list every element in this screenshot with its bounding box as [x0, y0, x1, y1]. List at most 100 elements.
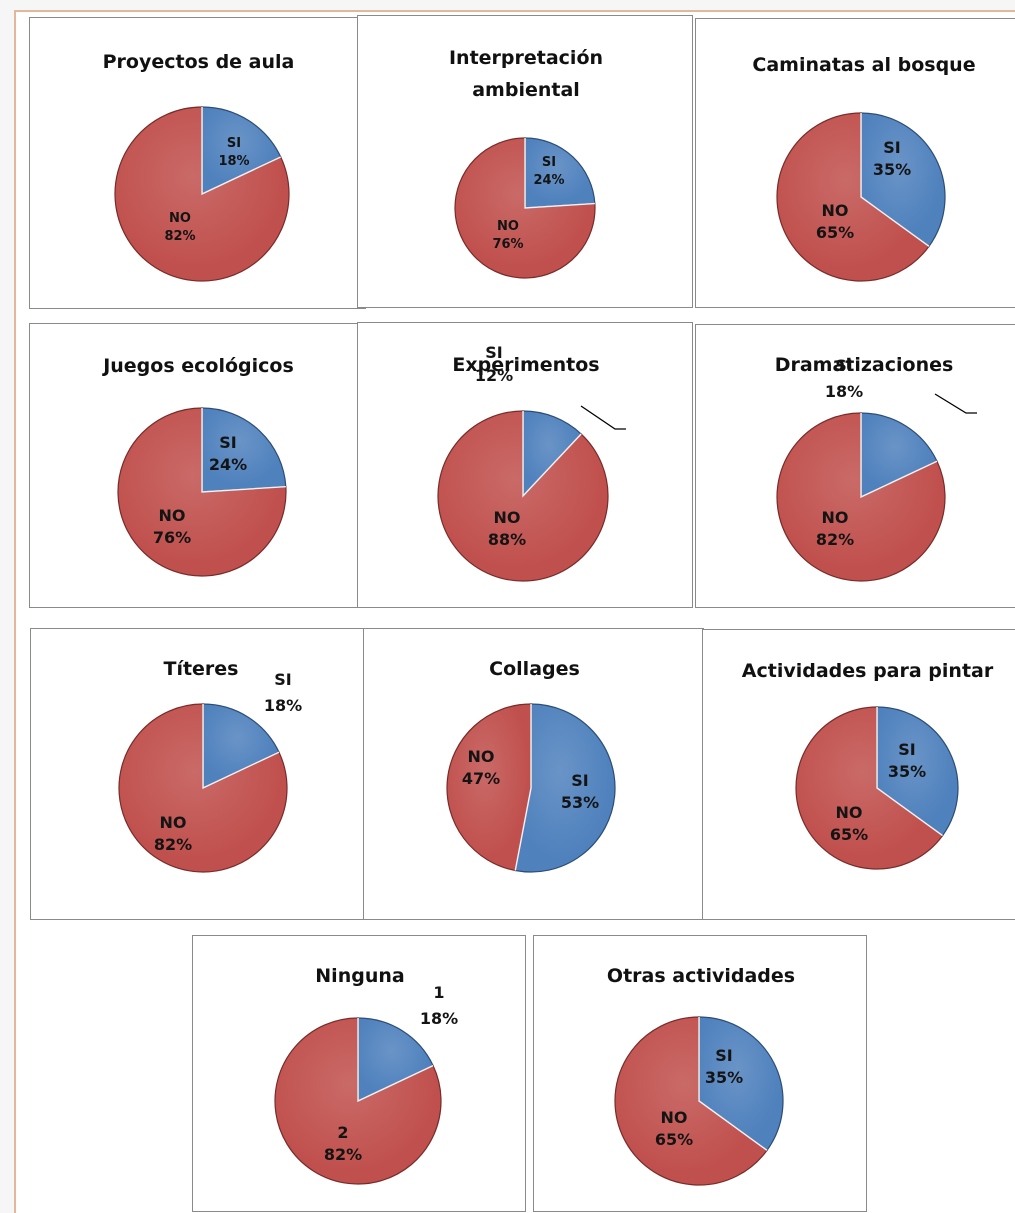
slice-label-value: 18%: [825, 382, 863, 401]
slice-label-name: SI: [485, 343, 502, 362]
chart-title: ambiental: [472, 79, 580, 101]
slice-label-name: SI: [274, 670, 291, 689]
pie-chart-panel: Dramatizaciones SI 18% NO 82%: [695, 324, 1015, 608]
chart-title: Actividades para pintar: [742, 660, 994, 682]
slice-label-value: 24%: [533, 173, 564, 188]
pie-chart: Collages SI 53% NO 47%: [446, 658, 616, 873]
slice-label-value: 82%: [154, 835, 192, 854]
slice-label-name: NO: [822, 201, 849, 220]
pie-chart: Actividades para pintar SI 35% NO 65%: [742, 660, 994, 870]
slice-separator: [202, 704, 280, 790]
slice-label-value: 65%: [655, 1130, 693, 1149]
slice-separator: [876, 707, 943, 837]
slice-label-value: 76%: [153, 528, 191, 547]
slice-label-name: NO: [497, 219, 519, 234]
pie-slice-si: [357, 1017, 434, 1102]
slice-label-name: 2: [337, 1123, 348, 1142]
pie-chart: Juegos ecológicos SI 24% NO 76%: [101, 355, 294, 577]
slice-label-value: 12%: [475, 366, 513, 385]
pie-chart: Caminatas al bosque SI 35% NO 65%: [752, 54, 976, 282]
pie-chart: Ninguna 1 18% 2 82%: [274, 965, 458, 1185]
slice-label-name: NO: [159, 506, 186, 525]
pie-slice-si: [524, 137, 596, 209]
slice-label-name: NO: [160, 813, 187, 832]
chart-title: Juegos ecológicos: [101, 355, 294, 377]
pie-chart-panel: Otras actividades SI 35% NO 65%: [533, 935, 867, 1212]
slice-label-value: 82%: [164, 229, 195, 244]
slice-label-value: 88%: [488, 530, 526, 549]
chart-title: Ninguna: [315, 965, 404, 987]
pie-chart-panel: Collages SI 53% NO 47%: [363, 628, 704, 920]
slice-separator: [860, 413, 938, 499]
slice-label-name: SI: [835, 356, 852, 375]
pie-slice-si: [876, 706, 959, 837]
chart-sheet: Proyectos de aula SI 18% NO 82% Interpretació…: [14, 10, 1015, 1213]
slice-label-value: 35%: [873, 160, 911, 179]
pie-chart-panel: Juegos ecológicos SI 24% NO 76%: [29, 323, 366, 608]
slice-label-value: 65%: [816, 223, 854, 242]
pie-chart-panel: Caminatas al bosque SI 35% NO 65%: [695, 18, 1015, 308]
slice-label-value: 18%: [264, 696, 302, 715]
pie-slice-no: [274, 1017, 442, 1185]
pie-slice-si: [522, 410, 583, 498]
slice-separator: [201, 408, 286, 493]
pie-slice-si: [860, 112, 946, 248]
slice-label-name: SI: [227, 136, 241, 151]
pie-slice-no: [795, 706, 944, 870]
slice-separator: [522, 411, 582, 498]
slice-label-value: 65%: [830, 825, 868, 844]
pie-slice-no: [446, 703, 532, 872]
leader-line: [934, 393, 977, 414]
slice-separator: [514, 704, 532, 871]
slice-label-name: 1: [433, 983, 444, 1002]
leader-line: [580, 405, 626, 430]
slice-label-name: SI: [542, 155, 556, 170]
pie-slice-si: [202, 703, 280, 789]
slice-label-value: 82%: [816, 530, 854, 549]
chart-title: Collages: [489, 658, 580, 680]
chart-title: Títeres: [163, 658, 238, 680]
slice-label-name: SI: [898, 740, 915, 759]
pie-slice-si: [514, 703, 616, 873]
slice-label-value: 35%: [705, 1068, 743, 1087]
pie-slice-si: [860, 412, 938, 498]
slice-label-name: SI: [571, 771, 588, 790]
slice-label-value: 53%: [561, 793, 599, 812]
slice-label-name: SI: [219, 433, 236, 452]
slice-separator: [860, 113, 930, 247]
pie-chart: Interpretación ambiental SI 24% NO 76%: [449, 47, 603, 279]
pie-chart-panel: Actividades para pintar SI 35% NO 65%: [702, 629, 1015, 920]
slice-label-name: NO: [661, 1108, 688, 1127]
chart-title: Experimentos: [452, 354, 599, 376]
slice-label-name: SI: [715, 1046, 732, 1065]
pie-chart-panel: Proyectos de aula SI 18% NO 82%: [29, 17, 366, 309]
chart-title: Otras actividades: [607, 965, 795, 987]
slice-label-value: 24%: [209, 455, 247, 474]
slice-separator: [698, 1017, 768, 1151]
pie-slice-si: [698, 1016, 784, 1152]
pie-chart: Otras actividades SI 35% NO 65%: [607, 965, 795, 1186]
slice-separator: [201, 107, 282, 196]
slice-label-value: 18%: [420, 1009, 458, 1028]
slice-label-name: NO: [836, 803, 863, 822]
slice-label-value: 82%: [324, 1145, 362, 1164]
slice-label-name: NO: [169, 211, 191, 226]
pie-chart-panel: Experimentos SI 12% NO 88%: [357, 322, 693, 608]
pie-chart-panel: Interpretación ambiental SI 24% NO 76%: [357, 15, 693, 308]
slice-label-name: NO: [494, 508, 521, 527]
pie-slice-no: [776, 112, 930, 282]
slice-label-value: 47%: [462, 769, 500, 788]
pie-chart: Títeres SI 18% NO 82%: [118, 658, 302, 873]
chart-title: Caminatas al bosque: [752, 54, 975, 76]
chart-title: Interpretación: [449, 47, 603, 69]
pie-slice-no: [117, 407, 287, 577]
slice-label-value: 18%: [218, 154, 249, 169]
slice-label-name: SI: [883, 138, 900, 157]
pie-slice-si: [201, 407, 287, 493]
pie-slice-si: [201, 106, 282, 195]
pie-chart: Proyectos de aula SI 18% NO 82%: [103, 51, 294, 282]
pie-chart-panel: Ninguna 1 18% 2 82%: [192, 935, 526, 1212]
pie-chart-panel: Títeres SI 18% NO 82%: [30, 628, 370, 920]
slice-label-name: NO: [822, 508, 849, 527]
